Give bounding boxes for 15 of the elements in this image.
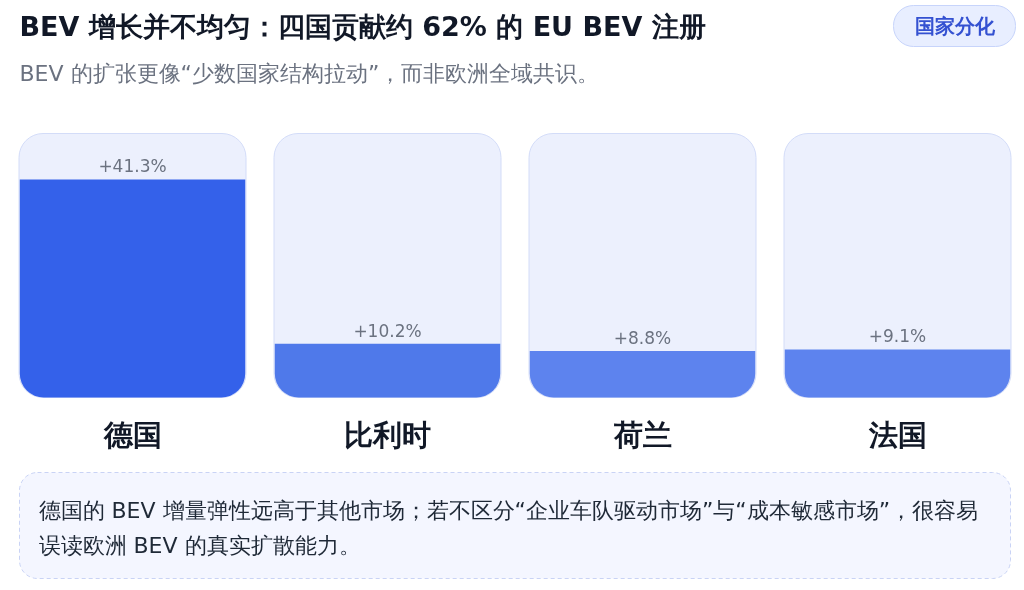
bar (274, 343, 501, 398)
bar (529, 351, 756, 398)
data-label: +10.2% (353, 320, 422, 341)
x-tick-label: 比利时 (344, 417, 431, 452)
x-tick-label: 德国 (102, 417, 162, 452)
data-label: +8.8% (613, 328, 672, 349)
data-label: +9.1% (868, 326, 927, 347)
chart-subtitle: BEV 的扩张更像“少数国家结构拉动”，而非欧洲全域共识。 (19, 61, 600, 86)
x-tick-label: 荷兰 (612, 417, 672, 452)
x-tick-label: 法国 (867, 417, 927, 452)
text: 德国的 BEV 增量弹性远高于其他市场；若不区分“企业车队驱动市场”与“成本敏感市场”，很容易误读欧洲 BEV 的真实扩散能力。 (38, 498, 979, 558)
data-label: +41.3% (98, 156, 167, 177)
bar (784, 349, 1011, 398)
chart-title: BEV 增长并不均匀：四国贡献约 62% 的 EU BEV 注册 (19, 11, 706, 42)
text: 国家分化 (914, 13, 996, 38)
